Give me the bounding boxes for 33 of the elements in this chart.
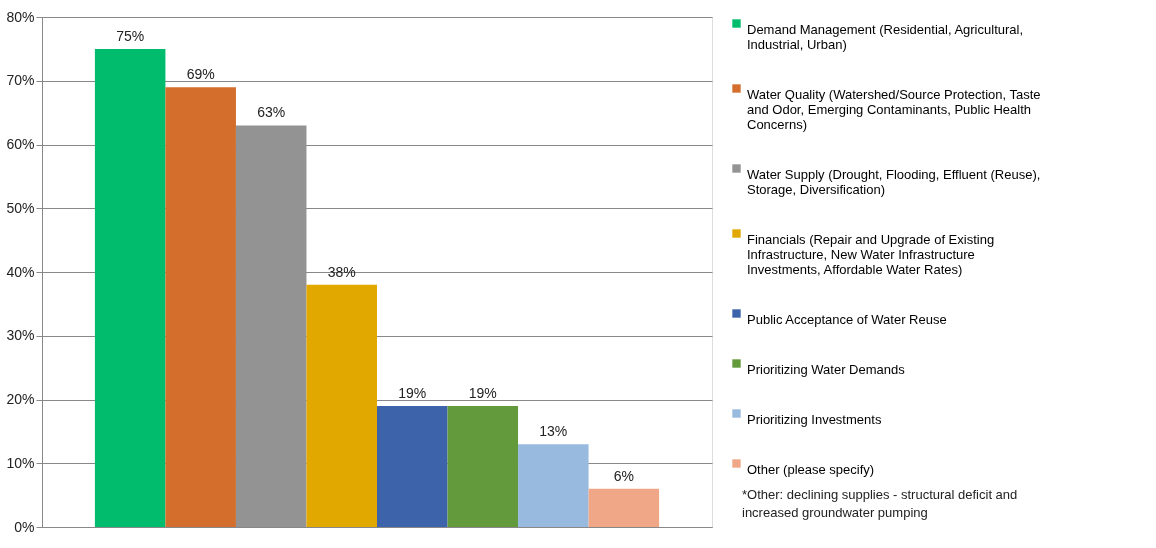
y-tick-label: 30%	[6, 327, 35, 344]
bar	[518, 444, 589, 527]
y-tick-label: 10%	[6, 454, 35, 471]
bar	[377, 405, 448, 527]
data-label: 19%	[398, 384, 427, 401]
legend-label: Prioritizing Investments	[747, 411, 882, 427]
data-label: 13%	[539, 423, 568, 440]
y-tick-label: 0%	[14, 518, 35, 535]
text: *Other: declining supplies - structural deficit and increased groundwater pumping	[742, 487, 1018, 520]
legend-label: Water Supply (Drought, Flooding, Effluent (Reuse), Storage, Diversification)	[747, 166, 1041, 197]
legend-label: Demand Management (Residential, Agricultural, Industrial, Urban)	[747, 21, 1024, 52]
y-tick-label: 50%	[6, 199, 35, 216]
legend-label: Other (please specify)	[747, 461, 875, 477]
legend-label: Financials (Repair and Upgrade of Existing Infrastructure, New Water Infrastructure Investments, Affordable Water Rates)	[747, 231, 995, 277]
data-label: 63%	[257, 104, 286, 121]
y-tick-label: 80%	[6, 8, 35, 25]
data-label: 69%	[186, 66, 215, 83]
y-tick-label: 60%	[6, 136, 35, 152]
data-label: 19%	[468, 384, 497, 401]
y-tick-label: 70%	[6, 72, 35, 89]
legend-label: Prioritizing Water Demands	[747, 361, 906, 377]
data-label: 75%	[116, 27, 145, 44]
bar	[588, 488, 660, 527]
data-label: 6%	[613, 467, 634, 484]
y-tick-label: 40%	[6, 263, 35, 280]
legend-label: Water Quality (Watershed/Source Protection, Taste and Odor, Emerging Contaminants, Public Health Concerns)	[747, 86, 1041, 132]
bar	[447, 405, 519, 527]
bar	[306, 284, 377, 527]
bar	[94, 48, 166, 527]
data-label: 38%	[327, 263, 356, 280]
legend-label: Public Acceptance of Water Reuse	[747, 311, 947, 327]
bar	[165, 87, 236, 527]
y-tick-label: 20%	[6, 391, 35, 407]
